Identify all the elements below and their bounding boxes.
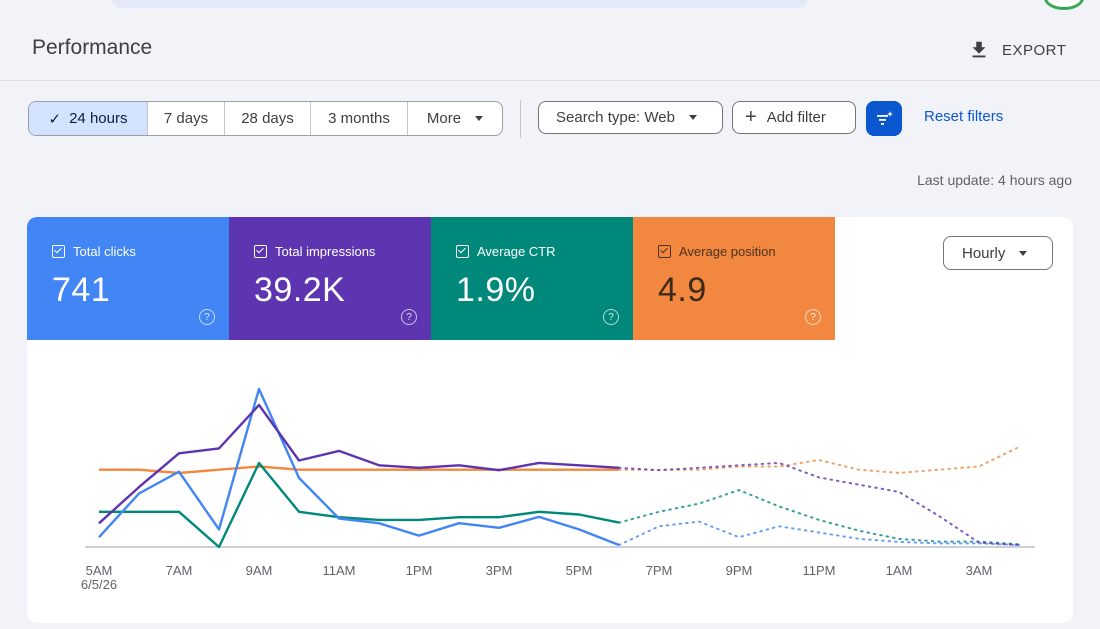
chevron-down-icon [475,116,484,121]
performance-card: Total clicks 741 ? Total impressions 39.… [27,217,1073,623]
metric-label-text: Total clicks [73,244,136,259]
metric-label-text: Average CTR [477,244,556,259]
date-range-label: 7 days [163,110,209,127]
help-icon[interactable]: ? [603,309,619,325]
date-range-more-dropdown[interactable]: More [408,102,502,135]
date-range-28-days[interactable]: 28 days [225,102,311,135]
checkbox-icon [254,245,267,258]
metric-value: 39.2K [254,271,346,309]
x-tick-sub-label: 6/5/26 [81,577,117,592]
date-range-label: 3 months [328,110,390,127]
search-type-label: Search type: Web [556,109,675,126]
x-tick-label: 9PM [726,563,753,578]
series-line-dotted-total-impressions [618,461,1020,546]
export-label: EXPORT [1002,41,1067,59]
help-icon[interactable]: ? [199,309,215,325]
x-tick-label: 9AM [246,563,273,578]
metric-label: Average position [658,244,776,259]
plus-icon: + [745,106,757,128]
metric-label: Average CTR [456,244,556,259]
granularity-label: Hourly [962,244,1006,262]
add-filter-button[interactable]: + Add filter [732,101,856,134]
series-line-average-ctr [99,461,620,549]
x-tick-label: 3PM [486,563,513,578]
metric-average-ctr[interactable]: Average CTR 1.9% ? [431,217,633,340]
filter-sparkle-icon [877,110,893,125]
check-icon: ✓ [48,110,62,128]
x-tick-label: 11AM [323,563,356,578]
metric-label: Total impressions [254,244,375,259]
chevron-down-icon [688,115,697,120]
help-icon[interactable]: ? [805,309,821,325]
help-icon[interactable]: ? [401,309,417,325]
checkbox-icon [52,245,65,258]
metric-value: 1.9% [456,271,536,309]
performance-chart: 5AM 7AM 9AM 11AM 1PM 3PM 5PM 7PM 9PM 11PM 1AM 3AM 6/… [81,387,1035,592]
download-icon [972,41,986,58]
checkbox-icon [456,245,469,258]
series-line-total-clicks [98,387,620,547]
metric-value: 4.9 [658,271,707,309]
date-range-label: 24 hours [69,110,128,127]
date-range-label: More [426,110,462,127]
last-update-text: Last update: 4 hours ago [917,172,1072,188]
date-range-label: 28 days [241,110,294,127]
reset-filters-link[interactable]: Reset filters [924,108,1004,125]
checkbox-icon [658,245,671,258]
date-range-24-hours[interactable]: ✓ 24 hours [29,102,148,135]
metric-label: Total clicks [52,244,136,259]
series-line-dotted-average-ctr [618,489,1020,546]
metric-label-text: Average position [679,244,776,259]
filter-divider [520,100,521,138]
x-tick-label: 7AM [166,563,193,578]
series-line-dotted-average-position [618,446,1020,475]
date-range-3-months[interactable]: 3 months [311,102,408,135]
add-filter-label: Add filter [766,109,826,126]
metric-average-position[interactable]: Average position 4.9 ? [633,217,835,340]
export-button[interactable]: EXPORT [968,36,1066,64]
x-tick-label: 11PM [803,563,836,578]
metric-value: 741 [52,271,111,309]
chevron-down-icon [1019,250,1028,256]
page-title: Performance [32,36,153,59]
x-tick-label: 1PM [406,563,433,578]
granularity-dropdown[interactable]: Hourly [943,236,1053,270]
x-tick-label: 1AM [886,563,913,578]
page-header: Performance EXPORT [0,22,1100,81]
date-range-segmented: ✓ 24 hours 7 days 28 days 3 months More [28,101,503,136]
series-line-dotted-total-clicks [618,520,1020,546]
date-range-7-days[interactable]: 7 days [148,102,225,135]
x-tick-label: 7PM [646,563,673,578]
search-type-dropdown[interactable]: Search type: Web [538,101,723,134]
series-line-average-position [99,465,619,475]
metric-total-clicks[interactable]: Total clicks 741 ? [27,217,229,340]
metric-label-text: Total impressions [275,244,376,259]
x-tick-label: 5PM [566,563,593,578]
x-tick-label: 3AM [966,563,993,578]
x-tick-label: 5AM [86,563,113,578]
metric-total-impressions[interactable]: Total impressions 39.2K ? [229,217,431,340]
account-avatar[interactable] [1044,0,1084,10]
top-search-bar[interactable] [112,0,808,8]
series-line-total-impressions [98,403,620,525]
filter-settings-button[interactable] [866,101,902,136]
